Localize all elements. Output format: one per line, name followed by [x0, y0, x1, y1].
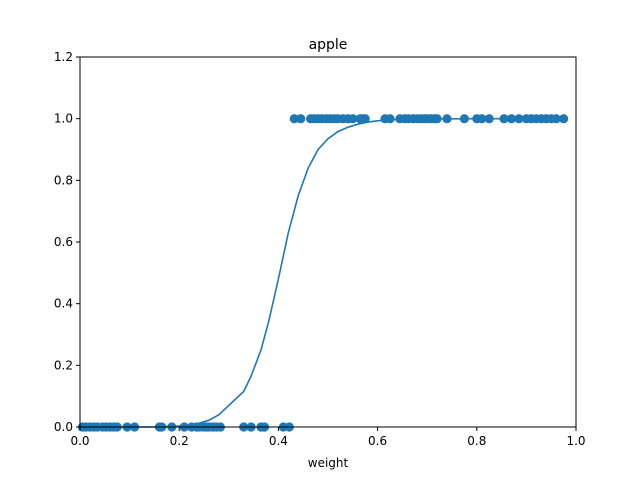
- x-tick-label: 0.4: [269, 434, 288, 448]
- y-axis: 0.0 0.2 0.4 0.6 0.8 1.0 1.2: [54, 50, 80, 434]
- scatter-point: [348, 114, 358, 124]
- x-axis-label: weight: [308, 456, 349, 470]
- y-tick-label: 0.2: [54, 358, 73, 372]
- scatter-point: [289, 114, 299, 124]
- scatter-point: [296, 114, 306, 124]
- y-tick-label: 0.8: [54, 173, 73, 187]
- x-axis: 0.0 0.2 0.4 0.6 0.8 1.0: [70, 427, 586, 448]
- y-tick-label: 1.0: [54, 112, 73, 126]
- x-tick-label: 0.2: [170, 434, 189, 448]
- x-tick-label: 0.6: [368, 434, 387, 448]
- y-tick-label: 1.2: [54, 50, 73, 64]
- plot-frame: [79, 56, 577, 428]
- x-tick-label: 0.0: [70, 434, 89, 448]
- scatter-point: [360, 114, 370, 124]
- x-tick-label: 1.0: [566, 434, 585, 448]
- x-tick-label: 0.8: [467, 434, 486, 448]
- y-tick-label: 0.0: [54, 420, 73, 434]
- y-tick-label: 0.4: [54, 297, 73, 311]
- fit-curve-line: [82, 117, 564, 428]
- y-tick-label: 0.6: [54, 235, 73, 249]
- scatter-point: [385, 114, 395, 124]
- chart-title: apple: [309, 37, 348, 53]
- plot-area: [77, 114, 569, 432]
